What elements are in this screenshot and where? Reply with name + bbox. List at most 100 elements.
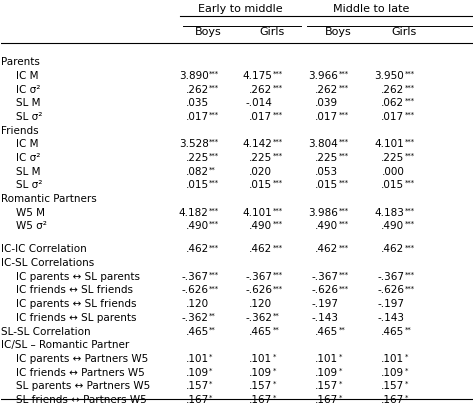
Text: Boys: Boys [325,27,352,37]
Text: 4.183: 4.183 [374,207,404,217]
Text: IC σ²: IC σ² [16,85,40,95]
Text: ***: *** [209,285,219,292]
Text: .167: .167 [249,395,273,405]
Text: ***: *** [339,112,349,118]
Text: .225: .225 [381,153,404,163]
Text: .109: .109 [315,367,338,378]
Text: Boys: Boys [195,27,222,37]
Text: W5 σ²: W5 σ² [16,221,46,231]
Text: .039: .039 [315,98,338,108]
Text: ***: *** [405,221,415,227]
Text: .225: .225 [185,153,209,163]
Text: **: ** [209,167,216,173]
Text: SL parents ↔ Partners W5: SL parents ↔ Partners W5 [16,381,150,391]
Text: *: * [209,381,212,387]
Text: ***: *** [339,272,349,278]
Text: .262: .262 [381,85,404,95]
Text: -.367: -.367 [182,272,209,282]
Text: ***: *** [273,285,283,292]
Text: .262: .262 [315,85,338,95]
Text: Girls: Girls [392,27,417,37]
Text: *: * [273,367,276,373]
Text: SL-SL Correlation: SL-SL Correlation [1,326,91,336]
Text: ***: *** [339,180,349,186]
Text: -.367: -.367 [377,272,404,282]
Text: ***: *** [273,244,283,251]
Text: -.626: -.626 [246,285,273,295]
Text: .465: .465 [381,326,404,336]
Text: ***: *** [405,85,415,91]
Text: *: * [339,381,342,387]
Text: ***: *** [273,112,283,118]
Text: Early to middle: Early to middle [198,4,283,14]
Text: -.626: -.626 [311,285,338,295]
Text: IC-IC Correlation: IC-IC Correlation [1,244,87,254]
Text: .462: .462 [249,244,273,254]
Text: **: ** [339,326,346,333]
Text: ***: *** [405,207,415,214]
Text: ***: *** [339,221,349,227]
Text: ***: *** [339,71,349,77]
Text: 4.142: 4.142 [243,139,273,149]
Text: .490: .490 [381,221,404,231]
Text: Friends: Friends [1,126,39,135]
Text: 3.804: 3.804 [309,139,338,149]
Text: 3.890: 3.890 [179,71,209,81]
Text: -.367: -.367 [311,272,338,282]
Text: -.367: -.367 [246,272,273,282]
Text: 3.950: 3.950 [374,71,404,81]
Text: ***: *** [405,244,415,251]
Text: SL σ²: SL σ² [16,112,42,122]
Text: *: * [405,367,408,373]
Text: *: * [405,354,408,360]
Text: .109: .109 [249,367,273,378]
Text: .262: .262 [249,85,273,95]
Text: .157: .157 [381,381,404,391]
Text: -.014: -.014 [246,98,273,108]
Text: *: * [405,381,408,387]
Text: .017: .017 [381,112,404,122]
Text: 3.966: 3.966 [309,71,338,81]
Text: ***: *** [405,71,415,77]
Text: Romantic Partners: Romantic Partners [1,194,97,204]
Text: ***: *** [405,98,415,104]
Text: IC friends ↔ SL parents: IC friends ↔ SL parents [16,313,136,323]
Text: .465: .465 [185,326,209,336]
Text: ***: *** [209,244,219,251]
Text: .017: .017 [249,112,273,122]
Text: .167: .167 [185,395,209,405]
Text: *: * [339,395,342,401]
Text: *: * [273,354,276,360]
Text: SL M: SL M [16,98,40,108]
Text: SL friends ↔ Partners W5: SL friends ↔ Partners W5 [16,395,146,405]
Text: .015: .015 [186,180,209,190]
Text: ***: *** [209,71,219,77]
Text: .225: .225 [315,153,338,163]
Text: .101: .101 [249,354,273,364]
Text: .000: .000 [382,167,404,176]
Text: .465: .465 [249,326,273,336]
Text: .120: .120 [186,299,209,309]
Text: .053: .053 [315,167,338,176]
Text: ***: *** [209,85,219,91]
Text: .157: .157 [185,381,209,391]
Text: IC M: IC M [16,139,38,149]
Text: ***: *** [339,153,349,159]
Text: ***: *** [405,112,415,118]
Text: ***: *** [339,285,349,292]
Text: *: * [339,354,342,360]
Text: ***: *** [273,139,283,145]
Text: ***: *** [405,139,415,145]
Text: *: * [339,367,342,373]
Text: ***: *** [339,85,349,91]
Text: **: ** [209,326,216,333]
Text: .101: .101 [315,354,338,364]
Text: .015: .015 [249,180,273,190]
Text: .225: .225 [249,153,273,163]
Text: ***: *** [405,153,415,159]
Text: ***: *** [273,221,283,227]
Text: .462: .462 [315,244,338,254]
Text: **: ** [405,326,411,333]
Text: Middle to late: Middle to late [333,4,410,14]
Text: IC σ²: IC σ² [16,153,40,163]
